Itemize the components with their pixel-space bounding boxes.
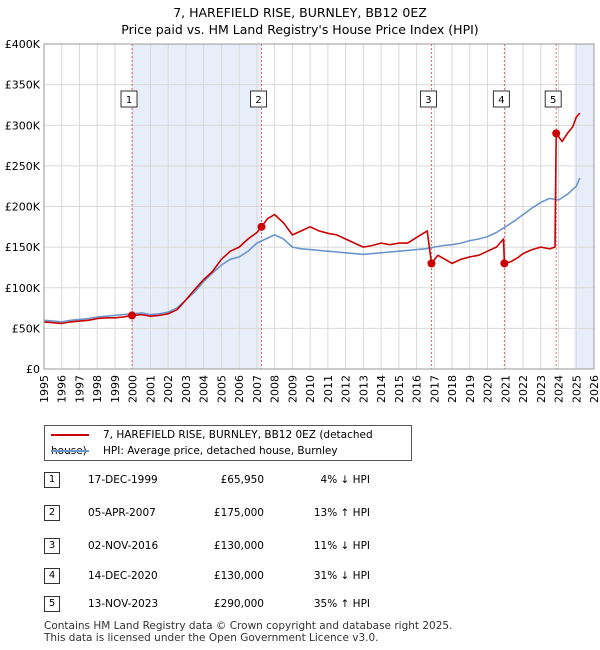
sale-number: 1 xyxy=(44,472,60,488)
sale-marker-box xyxy=(250,90,268,108)
sale-row: 4 14-DEC-2020 £130,000 31% ↓ HPI xyxy=(44,568,444,584)
y-tick-label: £300K xyxy=(5,119,41,132)
x-tick-label: 2004 xyxy=(198,375,211,403)
sale-hpi-diff: 31% ↓ HPI xyxy=(313,570,370,582)
hpi-line xyxy=(43,177,581,323)
sale-point xyxy=(427,259,436,268)
sale-price: £290,000 xyxy=(213,598,264,610)
chart-title-block: 7, HAREFIELD RISE, BURNLEY, BB12 0EZ Pri… xyxy=(0,4,600,38)
sale-hpi-diff: 35% ↑ HPI xyxy=(313,598,370,610)
x-tick-label: 2013 xyxy=(357,375,370,403)
sale-price: £130,000 xyxy=(213,540,264,552)
x-tick-label: 2010 xyxy=(304,375,317,403)
sale-hpi-diff: 11% ↓ HPI xyxy=(313,540,370,552)
legend-swatch-property xyxy=(51,434,89,436)
x-tick-label: 1995 xyxy=(38,375,51,403)
chart-title: 7, HAREFIELD RISE, BURNLEY, BB12 0EZ xyxy=(173,5,427,20)
sale-point xyxy=(257,222,266,231)
x-tick-label: 2026 xyxy=(588,375,600,403)
footer-licence: This data is licensed under the Open Gov… xyxy=(44,632,379,644)
footer: Contains HM Land Registry data © Crown c… xyxy=(44,620,452,644)
sale-date: 17-DEC-1999 xyxy=(88,474,158,486)
sale-marker-label: 3 xyxy=(425,95,431,106)
x-tick-label: 2011 xyxy=(322,375,335,403)
x-tick-label: 2022 xyxy=(517,375,530,403)
x-tick-label: 2008 xyxy=(269,375,282,403)
sale-marker-label: 5 xyxy=(550,95,556,106)
sale-point xyxy=(500,259,509,268)
y-tick-label: £0 xyxy=(26,363,40,376)
x-tick-label: 1999 xyxy=(109,375,122,403)
sale-marker-box xyxy=(544,90,562,108)
sale-marker-box xyxy=(120,90,138,108)
x-tick-label: 2006 xyxy=(233,375,246,403)
sale-date: 02-NOV-2016 xyxy=(88,540,159,552)
sale-row: 3 02-NOV-2016 £130,000 11% ↓ HPI xyxy=(44,538,444,554)
sale-date: 13-NOV-2023 xyxy=(88,598,159,610)
x-tick-label: 2025 xyxy=(570,375,583,403)
sale-number: 5 xyxy=(44,596,60,612)
sale-row: 1 17-DEC-1999 £65,950 4% ↓ HPI xyxy=(44,472,444,488)
sale-price: £130,000 xyxy=(213,570,264,582)
sale-marker-box xyxy=(419,90,437,108)
legend-item-hpi: HPI: Average price, detached house, Burn… xyxy=(51,443,338,459)
legend: 7, HAREFIELD RISE, BURNLEY, BB12 0EZ (de… xyxy=(44,425,412,461)
sale-marker-label: 2 xyxy=(255,95,261,106)
x-tick-label: 1997 xyxy=(73,375,86,403)
sale-number: 4 xyxy=(44,568,60,584)
sale-number: 2 xyxy=(44,505,60,521)
x-tick-label: 2000 xyxy=(127,375,140,403)
sale-point xyxy=(128,311,136,320)
x-tick-label: 2012 xyxy=(340,375,353,403)
sale-number: 3 xyxy=(44,538,60,554)
x-tick-label: 2007 xyxy=(251,375,264,403)
price-chart: 1 2 3 4 5 £0 £50K £100K £150K £200K £250K £300K £35… xyxy=(5,40,600,403)
sale-price: £175,000 xyxy=(213,507,264,519)
y-tick-label: £50K xyxy=(12,322,41,335)
sale-marker-box xyxy=(492,90,510,108)
y-tick-label: £250K xyxy=(5,160,41,173)
y-tick-label: £200K xyxy=(5,201,41,214)
x-tick-label: 2005 xyxy=(215,375,228,403)
y-tick-label: £400K xyxy=(5,40,41,51)
x-tick-label: 1998 xyxy=(91,375,104,403)
chart-subtitle: Price paid vs. HM Land Registry's House … xyxy=(121,22,479,37)
x-tick-label: 2003 xyxy=(180,375,193,403)
x-tick-label: 2001 xyxy=(144,375,157,403)
y-tick-label: £150K xyxy=(5,241,41,254)
legend-label-hpi: HPI: Average price, detached house, Burn… xyxy=(103,445,338,457)
x-tick-label: 2009 xyxy=(286,375,299,403)
legend-item-property: 7, HAREFIELD RISE, BURNLEY, BB12 0EZ (de… xyxy=(51,427,411,457)
x-tick-label: 2018 xyxy=(446,375,459,403)
sale-date: 05-APR-2007 xyxy=(88,507,156,519)
footer-copyright: Contains HM Land Registry data © Crown c… xyxy=(44,620,453,632)
y-tick-label: £100K xyxy=(5,282,41,295)
y-tick-label: £350K xyxy=(5,79,41,92)
sale-row: 5 13-NOV-2023 £290,000 35% ↑ HPI xyxy=(44,596,444,612)
sale-marker-label: 1 xyxy=(126,95,132,106)
sale-hpi-diff: 13% ↑ HPI xyxy=(313,507,370,519)
sale-hpi-diff: 4% ↓ HPI xyxy=(320,474,370,486)
x-tick-label: 2002 xyxy=(162,375,175,403)
x-tick-label: 2019 xyxy=(464,375,477,403)
x-tick-label: 2015 xyxy=(393,375,406,403)
legend-swatch-hpi xyxy=(51,450,89,452)
x-tick-label: 2021 xyxy=(499,375,512,403)
x-tick-label: 2017 xyxy=(428,375,441,403)
sale-price: £65,950 xyxy=(220,474,264,486)
sale-row: 2 05-APR-2007 £175,000 13% ↑ HPI xyxy=(44,505,444,521)
property-price-line xyxy=(43,112,581,325)
x-tick-label: 2016 xyxy=(411,375,424,403)
plot-frame xyxy=(43,43,595,370)
x-tick-label: 1996 xyxy=(56,375,69,403)
x-tick-label: 2024 xyxy=(553,375,566,403)
x-tick-label: 2023 xyxy=(535,375,548,403)
sale-marker-label: 4 xyxy=(498,95,504,106)
sale-point xyxy=(552,129,561,138)
x-tick-label: 2014 xyxy=(375,375,388,403)
x-tick-label: 2020 xyxy=(482,375,495,403)
sale-date: 14-DEC-2020 xyxy=(88,570,158,582)
